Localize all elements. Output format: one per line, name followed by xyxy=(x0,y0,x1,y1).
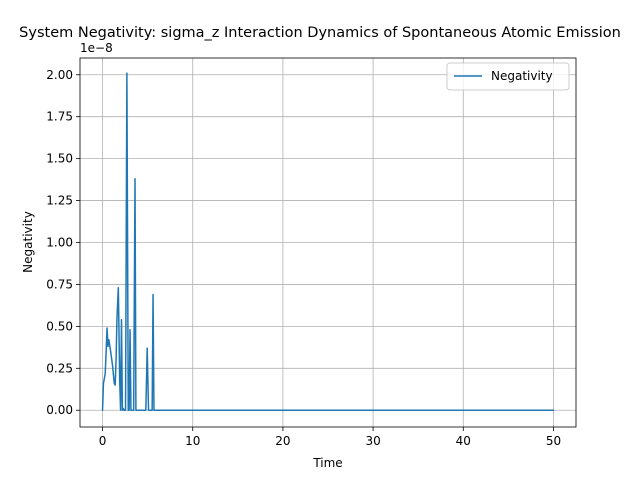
x-tick-label: 30 xyxy=(365,434,380,448)
x-tick-label: 40 xyxy=(456,434,471,448)
legend-box xyxy=(446,62,570,91)
x-axis-label: Time xyxy=(312,456,342,470)
x-tick-label: 10 xyxy=(185,434,200,448)
x-axis: 0 10 20 30 40 50 xyxy=(99,427,561,448)
y-axis-label: Negativity xyxy=(21,211,35,273)
y-axis: 0.00 0.25 0.50 0.75 1.00 1.25 1.50 1.75 2.00 xyxy=(46,68,80,417)
y-tick-label: 1.00 xyxy=(46,236,73,250)
legend-label-negativity: Negativity xyxy=(491,69,553,83)
y-tick-label: 1.75 xyxy=(46,110,73,124)
legend: Negativity xyxy=(446,62,570,91)
x-tick-label: 50 xyxy=(546,434,561,448)
grid-lines xyxy=(80,58,576,427)
y-tick-label: 1.50 xyxy=(46,152,73,166)
series-layer xyxy=(101,72,555,411)
y-offset-text: 1e−8 xyxy=(80,41,113,55)
chart-title: System Negativity: sigma_z Interaction D… xyxy=(19,25,621,41)
y-tick-label: 0.75 xyxy=(46,277,73,291)
x-tick-label: 0 xyxy=(99,434,107,448)
y-tick-label: 0.25 xyxy=(46,361,73,375)
y-tick-label: 0.00 xyxy=(46,403,73,417)
x-tick-label: 20 xyxy=(275,434,290,448)
series-line-negativity xyxy=(101,72,555,411)
y-tick-label: 1.25 xyxy=(46,194,73,208)
y-tick-label: 0.50 xyxy=(46,319,73,333)
y-tick-label: 2.00 xyxy=(46,68,73,82)
